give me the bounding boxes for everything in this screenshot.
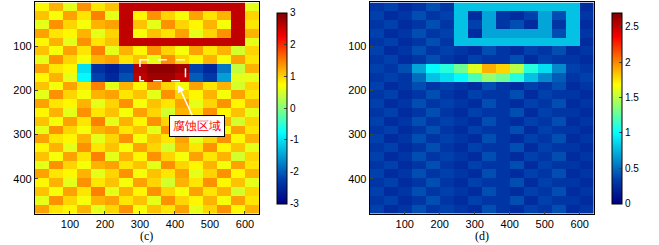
svg-text:300: 300 xyxy=(131,218,149,230)
svg-text:2.5: 2.5 xyxy=(625,21,639,32)
svg-text:200: 200 xyxy=(13,84,31,96)
svg-text:300: 300 xyxy=(348,128,366,140)
svg-text:1.5: 1.5 xyxy=(625,92,639,103)
svg-text:-1: -1 xyxy=(290,134,299,145)
svg-text:500: 500 xyxy=(536,218,554,230)
svg-text:腐蚀区域: 腐蚀区域 xyxy=(173,119,221,133)
svg-text:200: 200 xyxy=(348,84,366,96)
svg-text:(c): (c) xyxy=(140,229,153,243)
svg-text:100: 100 xyxy=(348,40,366,52)
svg-text:200: 200 xyxy=(96,218,114,230)
svg-text:100: 100 xyxy=(13,40,31,52)
svg-text:1: 1 xyxy=(290,71,296,82)
svg-text:1: 1 xyxy=(625,127,631,138)
svg-text:-2: -2 xyxy=(290,166,299,177)
svg-text:2: 2 xyxy=(625,57,631,68)
svg-text:100: 100 xyxy=(61,218,79,230)
svg-text:0: 0 xyxy=(625,198,631,209)
svg-text:600: 600 xyxy=(236,218,254,230)
svg-text:300: 300 xyxy=(13,128,31,140)
svg-text:200: 200 xyxy=(431,218,449,230)
svg-text:400: 400 xyxy=(166,218,184,230)
svg-text:0.5: 0.5 xyxy=(625,163,639,174)
svg-text:600: 600 xyxy=(571,218,589,230)
svg-text:100: 100 xyxy=(396,218,414,230)
svg-text:500: 500 xyxy=(201,218,219,230)
svg-text:400: 400 xyxy=(348,173,366,185)
svg-text:-3: -3 xyxy=(290,198,299,209)
svg-text:400: 400 xyxy=(13,173,31,185)
svg-text:3: 3 xyxy=(290,7,296,18)
svg-text:2: 2 xyxy=(290,39,296,50)
svg-text:0: 0 xyxy=(290,103,296,114)
svg-text:300: 300 xyxy=(466,218,484,230)
svg-text:400: 400 xyxy=(501,218,519,230)
svg-text:(d): (d) xyxy=(475,229,489,243)
